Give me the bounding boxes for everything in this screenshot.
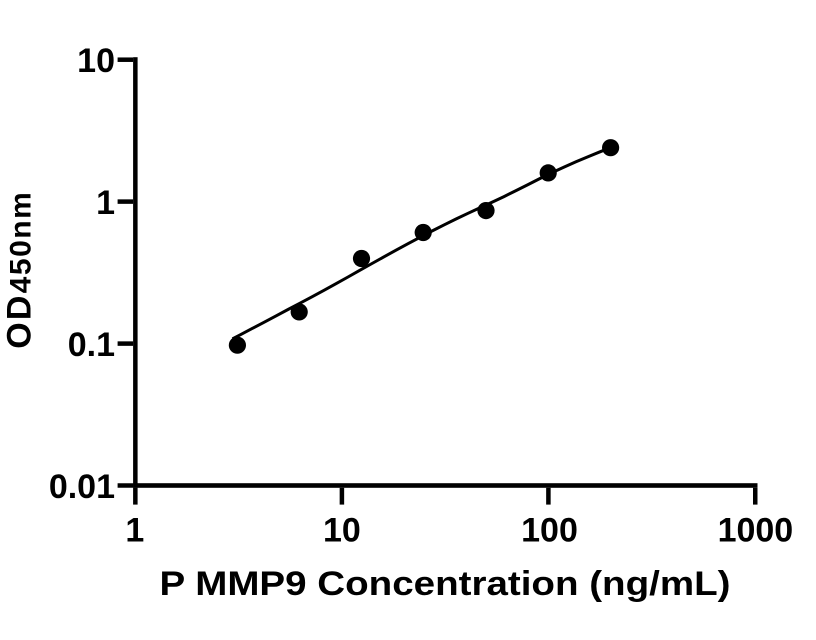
- svg-text:0.1: 0.1: [68, 326, 115, 364]
- svg-text:1000: 1000: [718, 511, 794, 549]
- svg-text:1: 1: [96, 184, 115, 222]
- svg-text:10: 10: [323, 511, 361, 549]
- svg-text:10: 10: [77, 42, 115, 80]
- svg-text:100: 100: [521, 511, 578, 549]
- svg-text:OD450nm: OD450nm: [1, 191, 39, 349]
- svg-text:P MMP9 Concentration (ng/mL): P MMP9 Concentration (ng/mL): [160, 565, 731, 603]
- svg-text:0.01: 0.01: [49, 468, 115, 506]
- svg-text:1: 1: [125, 511, 144, 549]
